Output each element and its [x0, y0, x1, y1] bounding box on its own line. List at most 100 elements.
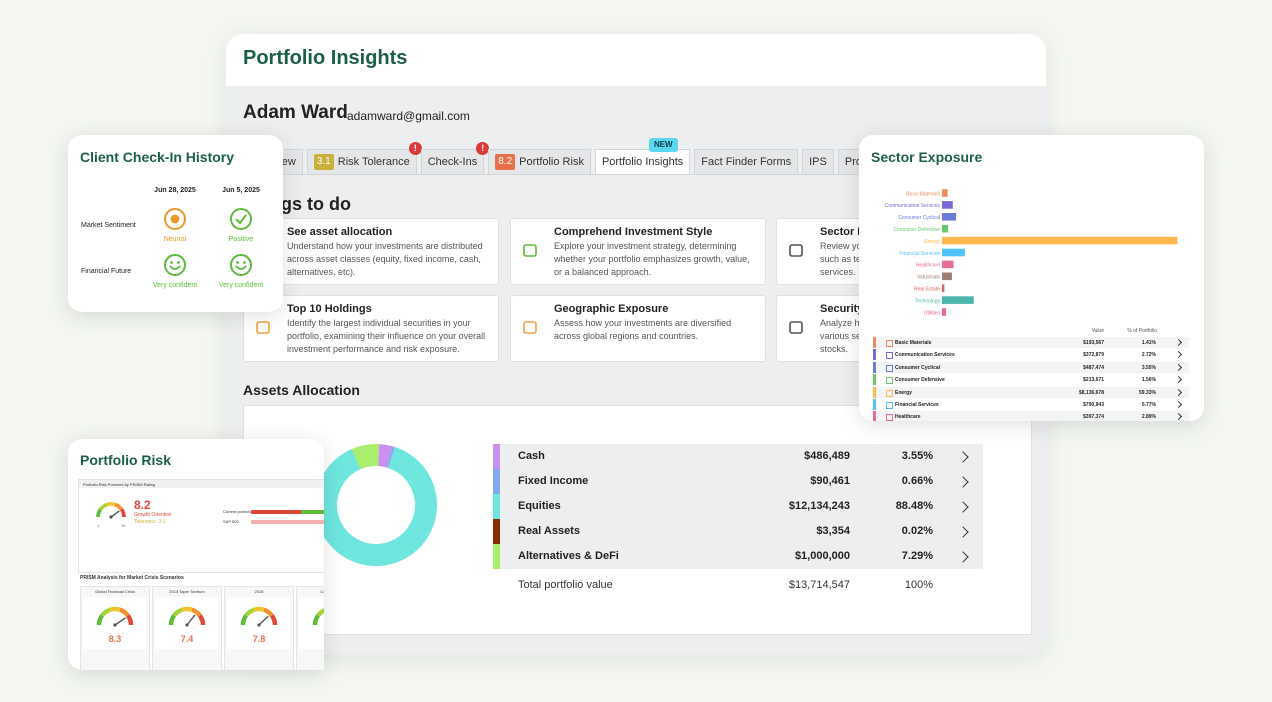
todo-card[interactable]: Top 10 Holdings Identify the largest indi… [243, 295, 499, 362]
tab[interactable]: Fact Finder Forms [694, 149, 799, 174]
row-color [873, 374, 876, 386]
row-percent: 3.55% [901, 450, 933, 462]
date-header: Jun 5, 2025 [222, 187, 260, 194]
sector-row[interactable]: Financial Services $790,943 5.77% [873, 399, 1189, 410]
row-value: $12,134,243 [788, 500, 850, 512]
chevron[interactable] [1174, 400, 1183, 409]
donut-segment [351, 448, 361, 470]
row-percent: 3.55% [1141, 364, 1156, 371]
chevron[interactable] [957, 526, 969, 538]
row-icon [886, 352, 893, 360]
tab[interactable]: IPS [802, 149, 834, 174]
row-icon [886, 414, 893, 421]
icon-shape [256, 321, 270, 334]
allocation-row[interactable]: Cash $486,489 3.55% [493, 444, 983, 469]
status-icon [230, 208, 252, 230]
card-title: Client Check-In History [80, 149, 235, 165]
chevron[interactable] [1174, 351, 1183, 359]
header-bar [226, 34, 1046, 86]
chevron[interactable] [1174, 363, 1183, 371]
tab[interactable]: 8.2 Portfolio Risk [488, 149, 591, 174]
tab[interactable]: Portfolio Insights NEW [594, 138, 691, 174]
row-name: Equities [518, 500, 561, 512]
compare-label: S&P 500 [223, 519, 239, 524]
sector-row[interactable]: Energy $8,136,678 59.33% [873, 386, 1189, 398]
todo-title: Comprehend Investment Style [554, 226, 713, 238]
chevron[interactable] [1174, 413, 1183, 421]
allocation-row[interactable]: Fixed Income $90,461 0.66% [493, 469, 983, 494]
row-percent: 59.33% [1139, 389, 1156, 396]
todo-icon [789, 244, 803, 257]
gauge-arc [312, 614, 320, 626]
row-icon [886, 340, 893, 347]
new-flag: NEW [648, 138, 678, 152]
tab[interactable]: Check-Ins! [420, 142, 490, 174]
sector-row[interactable]: Basic Materials $193,567 1.41% [873, 337, 1189, 348]
icon-ring [164, 208, 186, 230]
todo-card[interactable]: Comprehend Investment Style Explore your … [510, 218, 766, 285]
todo-icon [789, 321, 803, 334]
chevron[interactable] [1174, 338, 1183, 347]
row-value: $487,474 [1083, 364, 1104, 371]
gauge-needle [114, 617, 127, 626]
gauge-hub [113, 623, 117, 627]
chevron[interactable] [1174, 388, 1183, 396]
chevron[interactable] [957, 551, 969, 563]
row-name: Real Assets [518, 525, 580, 537]
table-header: % of Portfolio [1127, 328, 1157, 334]
scenario-gauge [312, 608, 324, 626]
todo-icon [256, 321, 270, 334]
panel-head [79, 480, 324, 488]
allocation-row[interactable]: Alternatives & DeFi $1,000,000 7.29% [493, 544, 983, 569]
gauge-min: 1 [97, 523, 100, 528]
sector-row[interactable]: Healthcare $397,374 2.89% [873, 411, 1189, 421]
todo-card[interactable]: See asset allocation Understand how your … [243, 218, 499, 285]
row-value: $790,943 [1083, 402, 1104, 408]
row-name: Alternatives & DeFi [518, 550, 619, 562]
chevron[interactable] [957, 451, 969, 463]
chevron[interactable] [1174, 376, 1183, 384]
gauge-arc [100, 607, 111, 618]
row-name: Healthcare [895, 414, 921, 421]
row-percent: 0.66% [901, 475, 933, 487]
scenario-card: Coronavirus 8 [296, 586, 324, 670]
bar [942, 189, 948, 197]
todo-title: Top 10 Holdings [287, 303, 372, 315]
tab-underline [226, 174, 1046, 175]
row-value: $3,354 [816, 525, 850, 537]
row-value: $397,374 [1083, 414, 1104, 421]
scenario-inner [83, 597, 147, 649]
sector-row[interactable]: Consumer Defensive $213,671 1.56% [873, 374, 1189, 386]
sector-row[interactable]: Consumer Cyclical $487,474 3.55% [873, 361, 1189, 373]
client-email: adamward@gmail.com [347, 109, 470, 123]
icon-shape [523, 244, 537, 257]
chevron[interactable] [957, 501, 969, 513]
bar [942, 284, 945, 292]
sector-row[interactable]: Communication Services $372,879 2.72% [873, 349, 1189, 361]
tab[interactable]: 3.1 Risk Tolerance! [306, 142, 422, 174]
row-color [873, 349, 876, 361]
gauge-arc [198, 614, 206, 626]
row-value: $1,000,000 [794, 550, 850, 562]
risk-panel: Portfolio Risk Powered by PRISM Rating 1 1… [78, 479, 324, 573]
chevron[interactable] [957, 476, 969, 488]
todo-card[interactable]: Geographic Exposure Assess how your inves… [510, 295, 766, 362]
allocation-row[interactable]: Equities $12,134,243 88.48% [493, 494, 983, 519]
risk-tolerance: Tolerance: 3.1 [134, 519, 166, 525]
gauge-arc [126, 614, 134, 626]
scenario-name: 2013 Taper Tantrum [169, 589, 205, 594]
bar [942, 248, 965, 257]
gauge-arc [244, 607, 255, 618]
allocation-row[interactable]: Real Assets $3,354 0.02% [493, 519, 983, 544]
row-icon [886, 389, 893, 397]
gauge-arc [253, 606, 265, 612]
scenario-card: 2013 Taper Tantrum 7.4 [152, 586, 222, 670]
row-percent: 7.29% [901, 550, 933, 562]
gauge-arc [191, 607, 202, 618]
gauge-arc [270, 614, 278, 626]
row-color [493, 519, 500, 544]
bar [942, 260, 954, 269]
donut-chart [315, 444, 437, 566]
icon-ring [230, 254, 252, 276]
